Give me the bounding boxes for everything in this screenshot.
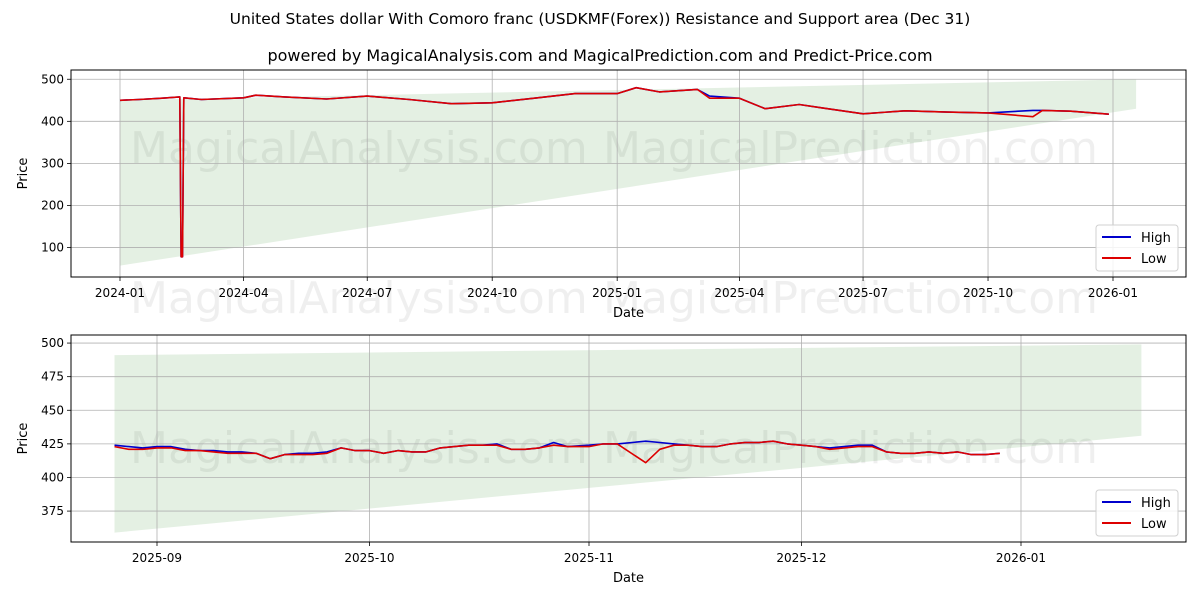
x-tick-label: 2024-07	[342, 286, 392, 300]
x-tick-label: 2026-01	[996, 551, 1046, 565]
watermark-prediction: MagicalPrediction.com	[603, 423, 1098, 474]
x-tick-label: 2025-12	[776, 551, 826, 565]
y-tick-label: 475	[41, 370, 64, 384]
legend-label-low: Low	[1141, 517, 1167, 532]
x-tick-label: 2025-10	[963, 286, 1013, 300]
x-tick-label: 2025-10	[344, 551, 394, 565]
series-low-line	[119, 86, 1109, 258]
plot-frame	[70, 69, 1187, 278]
watermark-prediction: MagicalPrediction.com	[603, 273, 1098, 324]
x-tick-label: 2025-01	[592, 286, 642, 300]
full-history-chart: MagicalAnalysis.com MagicalPrediction.com…	[16, 69, 1187, 324]
support-resistance-band	[114, 344, 1142, 533]
y-tick-label: 300	[41, 156, 64, 170]
y-tick-label: 425	[41, 437, 64, 451]
recent-zoom-chart: MagicalAnalysis.com MagicalPrediction.com…	[16, 334, 1187, 586]
chart-subtitle: powered by MagicalAnalysis.com and Magic…	[267, 46, 933, 65]
y-tick-label: 375	[41, 504, 64, 518]
watermarks: MagicalAnalysis.com MagicalPrediction.com	[130, 423, 1098, 474]
y-tick-label: 400	[41, 470, 64, 484]
legend: High Low	[1095, 489, 1179, 537]
y-tick-label: 500	[41, 72, 64, 86]
x-tick-label: 2024-01	[95, 286, 145, 300]
chart-title: United States dollar With Comoro franc (…	[229, 10, 971, 28]
x-tick-label: 2025-09	[132, 551, 182, 565]
watermark-analysis: MagicalAnalysis.com	[130, 123, 588, 174]
watermarks: MagicalAnalysis.com MagicalPrediction.com…	[130, 123, 1098, 324]
x-axis-label: Date	[613, 306, 644, 321]
legend-label-high: High	[1141, 231, 1171, 246]
x-axis-label: Date	[613, 571, 644, 586]
y-tick-label: 200	[41, 198, 64, 212]
y-axis-label: Price	[16, 158, 31, 190]
watermark-analysis: MagicalAnalysis.com	[130, 273, 588, 324]
x-tick-label: 2024-04	[219, 286, 269, 300]
legend: High Low	[1095, 224, 1179, 272]
y-tick-label: 450	[41, 403, 64, 417]
y-tick-label: 400	[41, 114, 64, 128]
support-resistance-band	[120, 79, 1137, 266]
y-tick-label: 100	[41, 241, 64, 255]
watermark-prediction: MagicalPrediction.com	[603, 123, 1098, 174]
x-tick-label: 2026-01	[1088, 286, 1138, 300]
y-tick-label: 500	[41, 336, 64, 350]
x-tick-label: 2025-07	[838, 286, 888, 300]
y-axis-label: Price	[16, 423, 31, 455]
x-tick-label: 2025-04	[714, 286, 764, 300]
plot-frame	[70, 334, 1187, 543]
x-tick-label: 2025-11	[564, 551, 614, 565]
x-tick-label: 2024-10	[467, 286, 517, 300]
legend-label-high: High	[1141, 496, 1171, 511]
legend-label-low: Low	[1141, 252, 1167, 267]
series-low-line	[114, 440, 1000, 464]
